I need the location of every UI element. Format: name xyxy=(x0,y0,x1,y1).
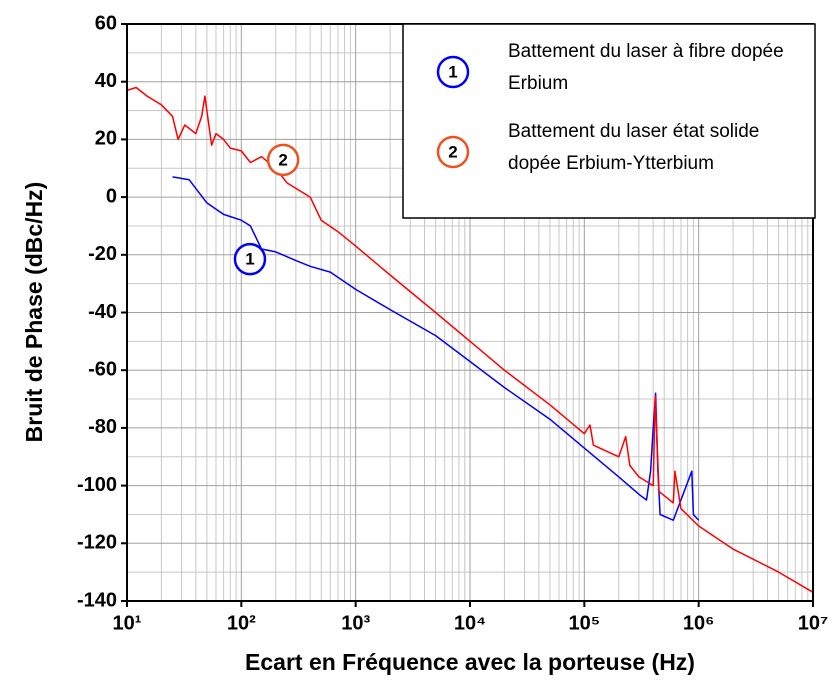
y-tick-label: -120 xyxy=(77,532,117,554)
x-tick-label: 10⁵ xyxy=(569,612,601,634)
x-tick-label: 10⁶ xyxy=(683,612,714,634)
x-tick-label: 10¹ xyxy=(113,612,142,634)
legend-marker: 2 xyxy=(448,142,457,161)
x-tick-label: 10⁷ xyxy=(798,612,829,634)
y-tick-label: -80 xyxy=(88,416,117,438)
legend-marker: 1 xyxy=(448,62,457,81)
y-tick-label: -40 xyxy=(88,301,117,323)
y-axis-label: Bruit de Phase (dBc/Hz) xyxy=(21,182,47,443)
annotation: 1 xyxy=(245,250,254,269)
y-tick-label: -20 xyxy=(88,243,117,265)
annotation-circle xyxy=(233,242,267,276)
legend-marker-circle xyxy=(436,55,470,89)
x-tick-label: 10³ xyxy=(341,612,370,634)
y-tick-label: 60 xyxy=(95,12,117,34)
y-tick-label: 0 xyxy=(106,185,117,207)
x-tick-label: 10² xyxy=(227,612,256,634)
y-tick-label: -60 xyxy=(88,358,117,380)
annotation-circle xyxy=(266,143,300,177)
legend-label: Battement du laser à fibre dopée Erbium xyxy=(508,41,789,94)
y-tick-label: -140 xyxy=(77,589,117,611)
y-tick-label: 40 xyxy=(95,70,117,92)
x-axis-label: Ecart en Fréquence avec la porteuse (Hz) xyxy=(245,649,695,675)
legend-box xyxy=(402,23,816,219)
legend-marker-circle xyxy=(436,135,470,169)
data-line xyxy=(126,86,814,593)
x-tick-label: 10⁴ xyxy=(454,612,486,634)
legend-label: Battement du laser état solide dopée Erb… xyxy=(508,121,765,174)
annotation: 2 xyxy=(278,150,287,169)
y-tick-label: 20 xyxy=(95,128,117,150)
y-tick-label: -100 xyxy=(77,474,117,496)
